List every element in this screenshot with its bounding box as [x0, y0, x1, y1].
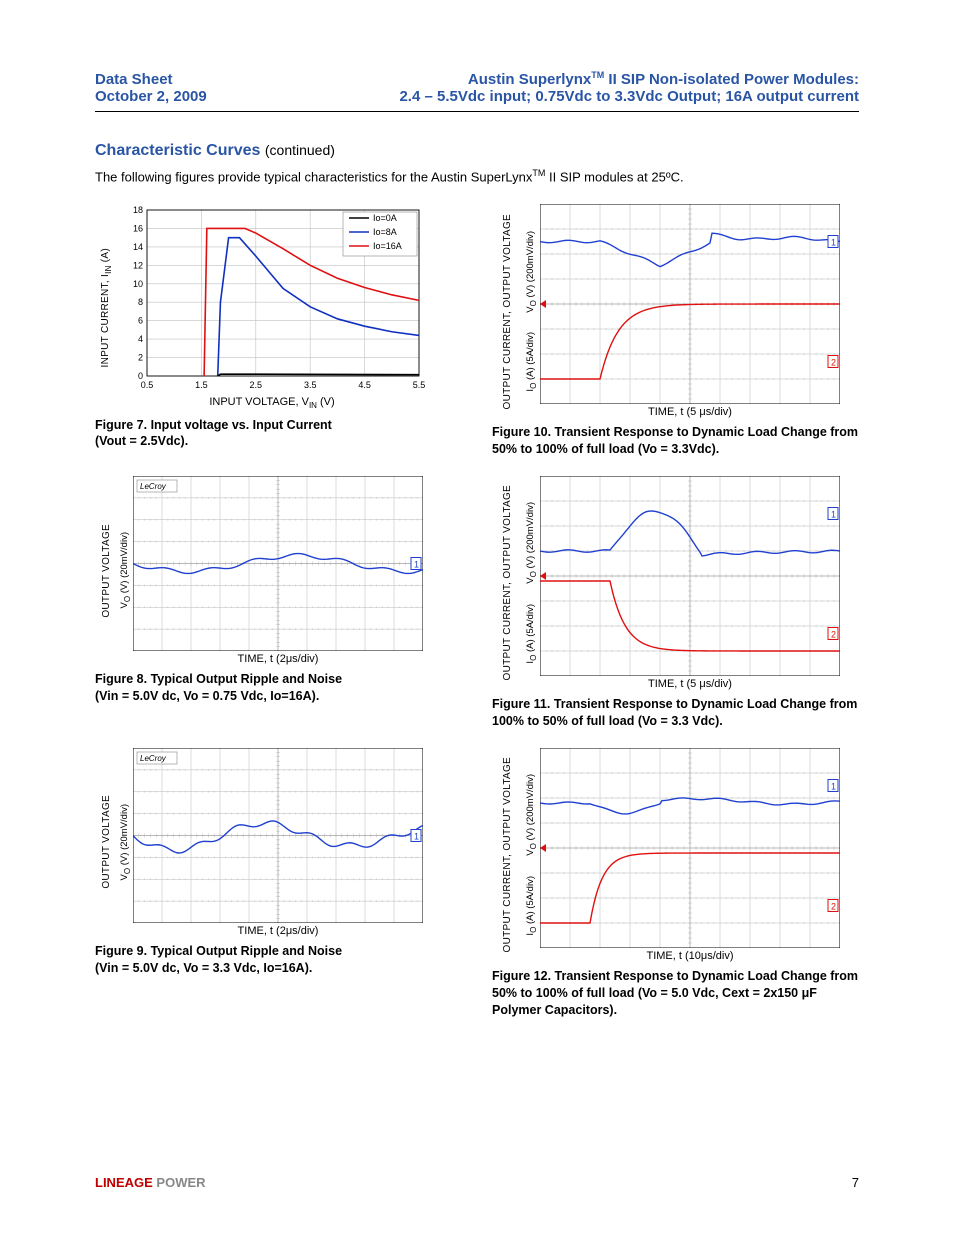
svg-text:2: 2: [831, 358, 836, 368]
svg-text:LeCroy: LeCroy: [140, 754, 167, 763]
fig9-xlabel: TIME, t (2μs/div): [133, 925, 423, 937]
fig11-ylabel-i: IO (A) (5A/div): [525, 604, 538, 664]
svg-text:1: 1: [414, 560, 419, 570]
fig9-caption: Figure 9. Typical Output Ripple and Nois…: [95, 943, 462, 977]
svg-text:0.5: 0.5: [141, 380, 154, 390]
fig12-ylabel: OUTPUT CURRENT, OUTPUT VOLTAGE: [502, 757, 513, 953]
svg-text:Io=16A: Io=16A: [373, 241, 402, 251]
fig11-caption: Figure 11. Transient Response to Dynamic…: [492, 696, 859, 730]
header-right-2: 2.4 – 5.5Vdc input; 0.75Vdc to 3.3Vdc Ou…: [399, 88, 859, 105]
figure-7: INPUT CURRENT, IIN (A) 0246810121416180.…: [95, 204, 462, 458]
figure-grid: INPUT CURRENT, IIN (A) 0246810121416180.…: [95, 204, 859, 1018]
figure-12: OUTPUT CURRENT, OUTPUT VOLTAGE VO (V) (2…: [492, 748, 859, 1019]
fig9-ylabel: OUTPUT VOLTAGE: [101, 795, 112, 889]
header-right-1: Austin SuperlynxTM II SIP Non-isolated P…: [468, 70, 859, 88]
svg-text:Io=8A: Io=8A: [373, 227, 397, 237]
fig8-ylabel-sub: VO (V) (20mV/div): [119, 532, 132, 608]
fig12-chart: 12: [540, 748, 840, 948]
figure-9: OUTPUT VOLTAGE VO (V) (20mV/div) LeCroy 1…: [95, 748, 462, 1019]
svg-text:2: 2: [831, 630, 836, 640]
svg-text:8: 8: [138, 298, 143, 308]
fig8-ylabel: OUTPUT VOLTAGE: [101, 524, 112, 618]
fig10-caption: Figure 10. Transient Response to Dynamic…: [492, 424, 859, 458]
svg-text:2: 2: [138, 353, 143, 363]
svg-text:1.5: 1.5: [195, 380, 208, 390]
fig8-caption: Figure 8. Typical Output Ripple and Nois…: [95, 671, 462, 705]
fig10-ylabel-v: VO (V) (200mV/div): [525, 231, 538, 313]
svg-text:5.5: 5.5: [413, 380, 426, 390]
svg-text:14: 14: [133, 242, 143, 252]
footer-brand: LINEAGE POWER: [95, 1175, 206, 1190]
header-left-2: October 2, 2009: [95, 88, 207, 105]
figure-8: OUTPUT VOLTAGE VO (V) (20mV/div) LeCroy 1…: [95, 476, 462, 730]
fig10-ylabel-i: IO (A) (5A/div): [525, 332, 538, 392]
svg-text:1: 1: [831, 510, 836, 520]
fig11-chart: 12: [540, 476, 840, 676]
svg-text:Io=0A: Io=0A: [373, 213, 397, 223]
svg-text:16: 16: [133, 224, 143, 234]
fig10-chart: 12: [540, 204, 840, 404]
svg-text:10: 10: [133, 279, 143, 289]
svg-text:2.5: 2.5: [250, 380, 263, 390]
fig11-ylabel-v: VO (V) (200mV/div): [525, 502, 538, 584]
fig12-xlabel: TIME, t (10μs/div): [540, 950, 840, 962]
fig10-ylabel: OUTPUT CURRENT, OUTPUT VOLTAGE: [502, 214, 513, 410]
fig12-ylabel-i: IO (A) (5A/div): [525, 876, 538, 936]
fig11-xlabel: TIME, t (5 μs/div): [540, 678, 840, 690]
page-footer: LINEAGE POWER 7: [95, 1175, 859, 1190]
intro-text: The following figures provide typical ch…: [95, 168, 859, 184]
fig11-ylabel: OUTPUT CURRENT, OUTPUT VOLTAGE: [502, 485, 513, 681]
fig8-chart: LeCroy 1: [133, 476, 423, 651]
figure-11: OUTPUT CURRENT, OUTPUT VOLTAGE VO (V) (2…: [492, 476, 859, 730]
fig10-xlabel: TIME, t (5 μs/div): [540, 406, 840, 418]
header-left-1: Data Sheet: [95, 71, 173, 88]
fig7-caption: Figure 7. Input voltage vs. Input Curren…: [95, 417, 462, 451]
fig7-ylabel: INPUT CURRENT, IIN (A): [100, 248, 113, 367]
svg-text:1: 1: [414, 831, 419, 841]
fig8-xlabel: TIME, t (2μs/div): [133, 653, 423, 665]
svg-text:6: 6: [138, 316, 143, 326]
figure-10: OUTPUT CURRENT, OUTPUT VOLTAGE VO (V) (2…: [492, 204, 859, 458]
svg-text:18: 18: [133, 205, 143, 215]
fig9-ylabel-sub: VO (V) (20mV/div): [119, 804, 132, 880]
section-title: Characteristic Curves (continued): [95, 142, 859, 160]
fig7-chart: 0246810121416180.51.52.53.54.55.5Io=0AIo…: [117, 204, 427, 394]
fig9-chart: LeCroy 1: [133, 748, 423, 923]
svg-text:4.5: 4.5: [358, 380, 371, 390]
fig12-ylabel-v: VO (V) (200mV/div): [525, 774, 538, 856]
fig7-xlabel: INPUT VOLTAGE, VIN (V): [117, 396, 427, 410]
svg-text:1: 1: [831, 238, 836, 248]
svg-text:12: 12: [133, 261, 143, 271]
svg-text:4: 4: [138, 334, 143, 344]
fig12-caption: Figure 12. Transient Response to Dynamic…: [492, 968, 859, 1019]
page-number: 7: [852, 1175, 859, 1190]
svg-text:LeCroy: LeCroy: [140, 482, 167, 491]
svg-text:1: 1: [831, 781, 836, 791]
svg-text:3.5: 3.5: [304, 380, 317, 390]
page-header: Data Sheet Austin SuperlynxTM II SIP Non…: [95, 70, 859, 112]
svg-text:2: 2: [831, 901, 836, 911]
